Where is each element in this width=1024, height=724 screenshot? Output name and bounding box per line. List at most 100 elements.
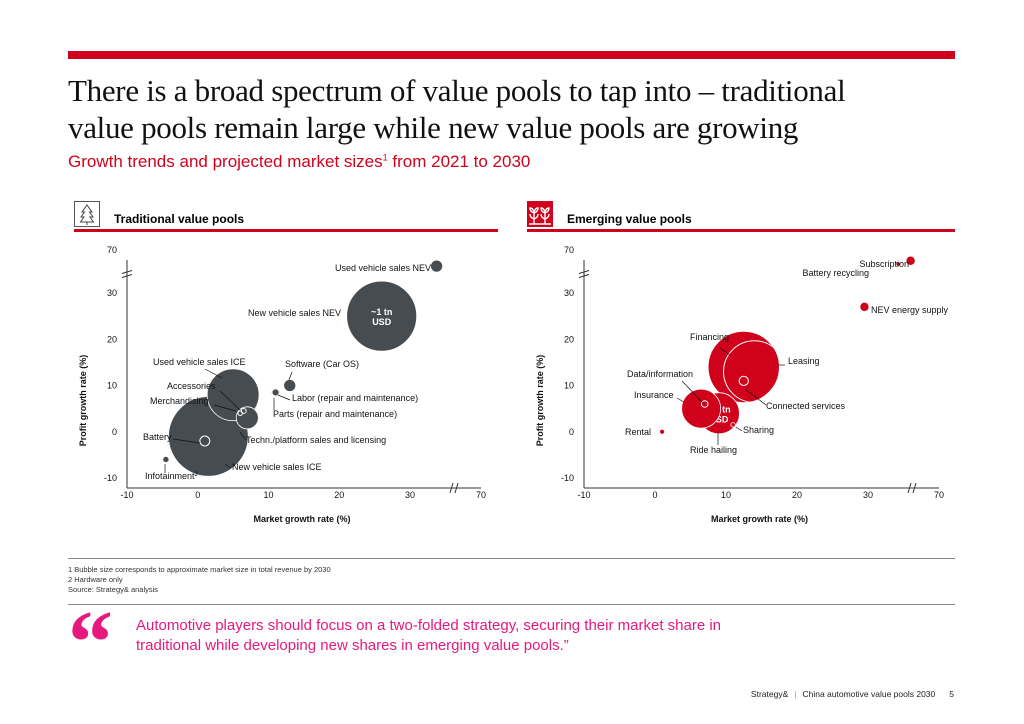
bubble-label: Accessories (167, 381, 216, 391)
bubble-label: Subscription (859, 259, 909, 269)
x-tick-label: 20 (792, 490, 802, 500)
y-tick-label: -10 (104, 473, 117, 483)
leader-line (719, 347, 731, 356)
bubble-label: Parts (repair and maintenance) (273, 409, 397, 419)
bubble-trad-new-vehicle-sales-nev (346, 280, 418, 352)
panel-rule (74, 229, 498, 232)
x-tick-label: 0 (195, 490, 200, 500)
bubble-label: Financing (690, 332, 729, 342)
y-axis-break (121, 270, 133, 278)
y-tick-label: 30 (107, 288, 117, 298)
bubble-label: Data/information (627, 369, 693, 379)
bubble-annotation: USD (372, 317, 392, 327)
subtitle-footnote-ref: 1 (382, 152, 388, 163)
bubble-label: Insurance (634, 390, 674, 400)
x-tick-label: 30 (863, 490, 873, 500)
x-tick-label: 30 (405, 490, 415, 500)
leader-line (288, 371, 293, 381)
bubble-emrg-insurance (681, 388, 722, 429)
title-line-2: value pools remain large while new value… (68, 110, 799, 145)
footnote-2: 2 Hardware only (68, 575, 123, 584)
y-tick-label: 70 (564, 245, 574, 255)
x-axis-break (449, 482, 459, 494)
divider (68, 558, 955, 559)
sprouts-icon (527, 201, 553, 227)
leader-line (172, 438, 201, 444)
page-number: 5 (949, 689, 954, 699)
footer-doc-title: China automotive value pools 2030 (802, 689, 936, 699)
bubble-label: Software (Car OS) (285, 359, 359, 369)
footer-brand: Strategy& (750, 689, 789, 699)
page-subtitle: Growth trends and projected market sizes… (68, 152, 530, 172)
leader-line (681, 380, 704, 404)
bubble-label: Techn./platform sales and licensing (246, 435, 386, 445)
panel-title-emerging: Emerging value pools (567, 212, 692, 226)
bubble-trad-battery (199, 435, 211, 447)
y-axis-title: Profit growth rate (%) (78, 355, 88, 447)
y-tick-label: 20 (107, 334, 117, 344)
bubble-label: Used vehicle sales NEV (335, 263, 431, 273)
y-axis-title: Profit growth rate (%) (535, 355, 545, 447)
bubble-label: Labor (repair and maintenance) (292, 393, 418, 403)
y-tick-label: 20 (564, 334, 574, 344)
x-tick-label: 0 (652, 490, 657, 500)
bubble-label: New vehicle sales ICE (232, 462, 322, 472)
bubble-label: Battery recycling (802, 268, 869, 278)
x-tick-label: -10 (120, 490, 133, 500)
bubble-label: Infotainment2 (145, 471, 199, 481)
leader-line (204, 368, 223, 379)
bubble-annotation: USD (709, 414, 729, 424)
bubble-trad-techn-platform-sales-and-licensing (235, 406, 259, 430)
page-title: There is a broad spectrum of value pools… (68, 72, 968, 146)
x-tick-label: 10 (263, 490, 273, 500)
bubble-emrg-subscription (905, 255, 916, 266)
y-axis-break (578, 270, 590, 278)
bubble-trad-parts-repair-and-maintenance- (271, 388, 280, 397)
leader-line (744, 388, 767, 406)
footnote-1: 1 Bubble size corresponds to approximate… (68, 565, 331, 574)
y-tick-label: 0 (112, 427, 117, 437)
bubble-label: Connected services (766, 401, 846, 411)
bubble-label: Sharing (743, 425, 774, 435)
bubble-emrg-battery-recycling (895, 261, 901, 267)
y-tick-label: 30 (564, 288, 574, 298)
bubble-label: Used vehicle sales ICE (153, 357, 246, 367)
bubble-trad-software-car-os- (283, 379, 297, 392)
bubble-label: Leasing (788, 356, 820, 366)
bubble-label: NEV energy supply (871, 305, 949, 315)
source-note: Source: Strategy& analysis (68, 585, 159, 594)
top-accent-bar (68, 51, 955, 59)
title-line-1: There is a broad spectrum of value pools… (68, 73, 846, 108)
pull-quote: Automotive players should focus on a two… (136, 617, 722, 654)
subtitle-text-end: from 2021 to 2030 (387, 152, 531, 171)
bubble-emrg-financing (707, 330, 780, 404)
x-axis-title: Market growth rate (%) (711, 514, 808, 524)
panel-rule (527, 229, 955, 232)
leader-line (676, 397, 685, 403)
bubble-label: Merchandising (150, 396, 209, 406)
quote-mark-icon: “ (68, 593, 113, 692)
bubble-label: Battery (143, 432, 172, 442)
bubble-trad-infotainment (162, 455, 170, 464)
bubble-emrg-sharing (730, 422, 736, 428)
x-tick-label: -10 (577, 490, 590, 500)
bubble-label: Rental (625, 427, 651, 437)
bubble-emrg-data-information (700, 400, 709, 408)
footer-separator: | (794, 689, 797, 699)
panel-title-traditional: Traditional value pools (114, 212, 245, 226)
bubble-emrg-leasing (723, 340, 786, 403)
footnotes: 1 Bubble size corresponds to approximate… (68, 565, 331, 595)
bubble-label: New vehicle sales NEV (248, 308, 341, 318)
subtitle-text: Growth trends and projected market sizes (68, 152, 383, 171)
x-tick-label: 70 (476, 490, 486, 500)
y-tick-label: 0 (569, 427, 574, 437)
bubble-trad-used-vehicle-sales-nev (430, 259, 444, 273)
page-footer: Strategy& | China automotive value pools 2… (751, 689, 954, 699)
panel-header-emerging: Emerging value pools (527, 201, 955, 232)
bubble-emrg-rental (659, 428, 666, 435)
x-tick-label: 20 (334, 490, 344, 500)
divider (68, 604, 955, 605)
x-axis-break (907, 482, 917, 494)
bubble-annotation: ~1 tn (371, 307, 392, 317)
